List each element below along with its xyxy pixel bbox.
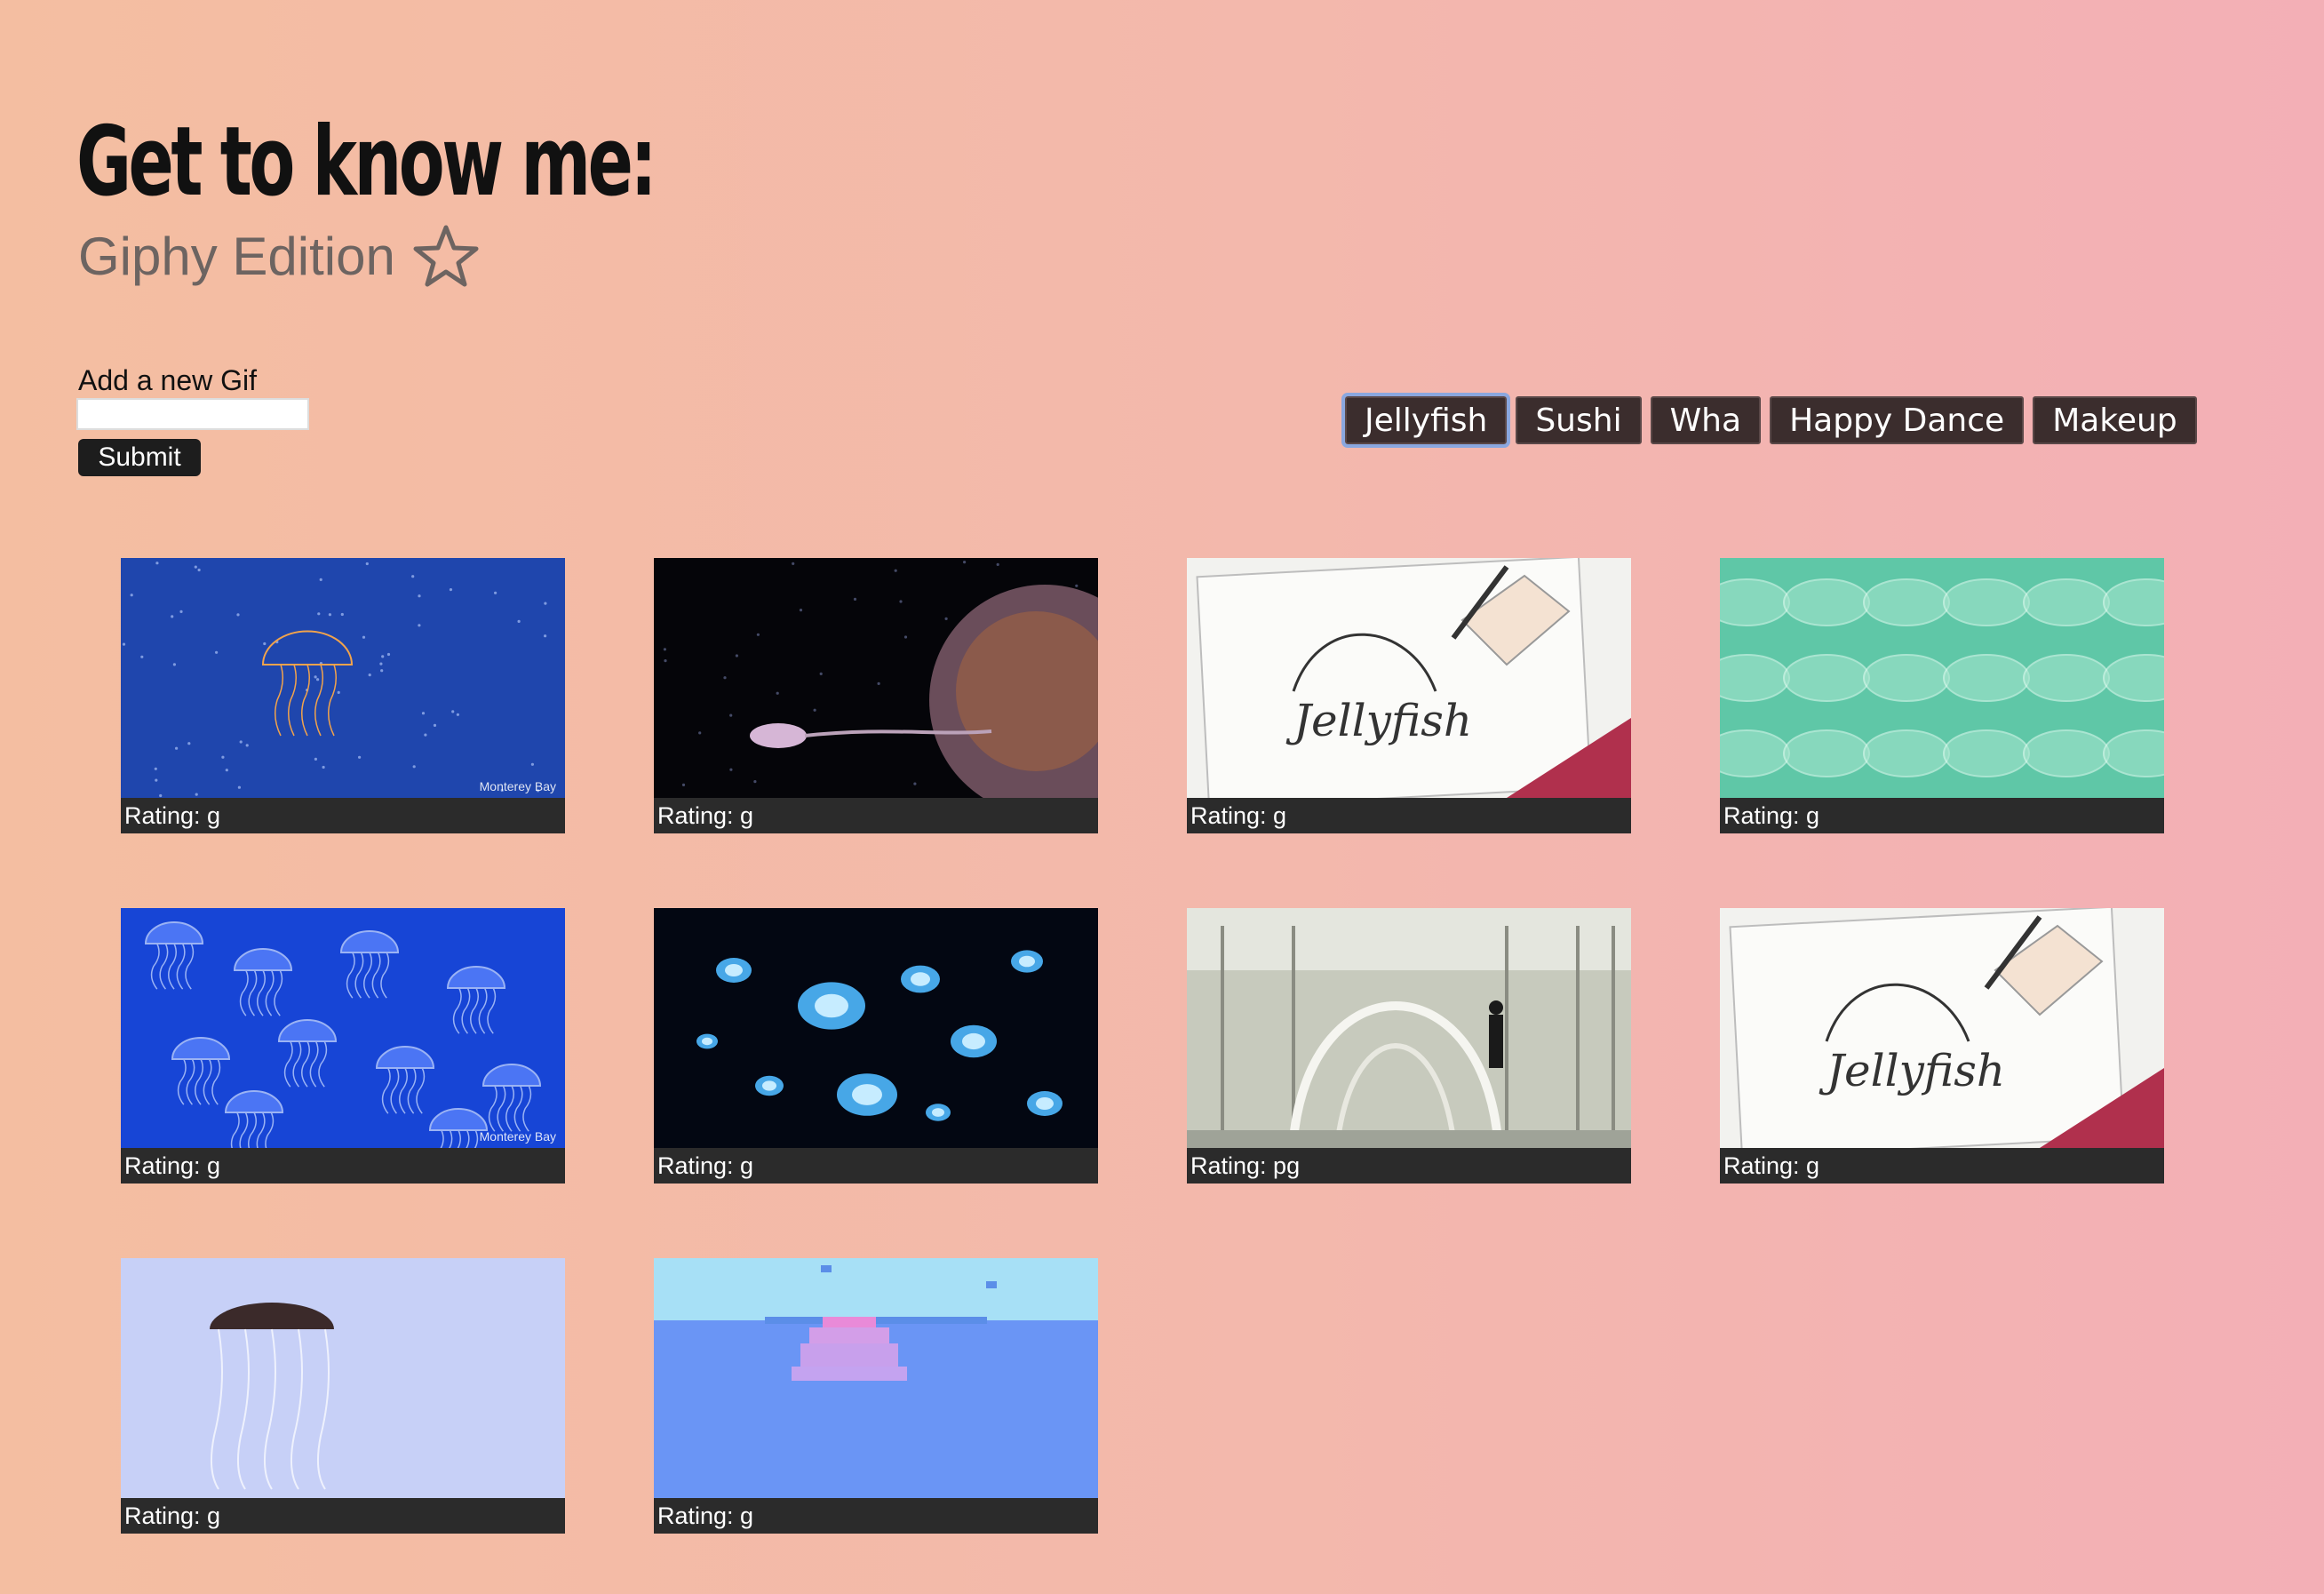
topic-button-makeup[interactable]: Makeup [2033, 396, 2197, 444]
gif-card[interactable]: Rating: g [654, 1258, 1098, 1534]
gif-rating-label: Rating: g [121, 798, 565, 833]
gif-image[interactable] [1187, 908, 1631, 1148]
gif-image[interactable]: Jellyfish [1720, 908, 2164, 1148]
gif-card[interactable]: Rating: pg [1187, 908, 1631, 1184]
gif-card[interactable]: Jellyfish Rating: g [1187, 558, 1631, 833]
topic-button-bar: Jellyfish Sushi Wha Happy Dance Makeup [1341, 393, 2197, 448]
svg-text:Monterey Bay: Monterey Bay [480, 1129, 556, 1144]
topic-button-happy-dance[interactable]: Happy Dance [1770, 396, 2025, 444]
page-subtitle: Giphy Edition [78, 224, 479, 288]
gif-image[interactable]: Jellyfish [1187, 558, 1631, 798]
subtitle-text: Giphy Edition [78, 226, 395, 286]
svg-text:Jellyfish: Jellyfish [1285, 695, 1472, 746]
gif-card[interactable]: Rating: g [654, 908, 1098, 1184]
gif-rating-label: Rating: g [1720, 798, 2164, 833]
gif-rating-label: Rating: g [1720, 1148, 2164, 1184]
topic-button-wha[interactable]: Wha [1650, 396, 1762, 444]
gif-card[interactable]: Rating: g [121, 1258, 565, 1534]
submit-button[interactable]: Submit [78, 439, 201, 476]
gif-grid: Monterey Bay Rating: g Rating: g Jellyfish R… [121, 558, 2164, 1534]
gif-image[interactable] [121, 1258, 565, 1498]
gif-rating-label: Rating: g [654, 798, 1098, 833]
gif-image[interactable] [1720, 558, 2164, 798]
topic-button-jellyfish[interactable]: Jellyfish [1341, 393, 1511, 448]
gif-card[interactable]: Rating: g [1720, 558, 2164, 833]
gif-rating-label: Rating: g [1187, 798, 1631, 833]
gif-image[interactable] [654, 908, 1098, 1148]
star-icon [413, 225, 479, 287]
gif-image[interactable]: Monterey Bay [121, 908, 565, 1148]
page-title: Get to know me: [76, 107, 657, 218]
new-gif-input[interactable] [76, 398, 309, 430]
gif-rating-label: Rating: g [654, 1498, 1098, 1534]
gif-image[interactable] [654, 1258, 1098, 1498]
gif-rating-label: Rating: g [654, 1148, 1098, 1184]
add-gif-label: Add a new Gif [78, 364, 257, 396]
gif-rating-label: Rating: pg [1187, 1148, 1631, 1184]
gif-card[interactable]: Jellyfish Rating: g [1720, 908, 2164, 1184]
gif-image[interactable]: Monterey Bay [121, 558, 565, 798]
svg-text:Jellyfish: Jellyfish [1819, 1045, 2005, 1096]
gif-card[interactable]: Monterey Bay Rating: g [121, 558, 565, 833]
gif-rating-label: Rating: g [121, 1498, 565, 1534]
gif-card[interactable]: Rating: g [654, 558, 1098, 833]
gif-card[interactable]: Monterey Bay Rating: g [121, 908, 565, 1184]
gif-image[interactable] [654, 558, 1098, 798]
gif-rating-label: Rating: g [121, 1148, 565, 1184]
topic-button-sushi[interactable]: Sushi [1516, 396, 1642, 444]
svg-text:Monterey Bay: Monterey Bay [480, 779, 556, 793]
